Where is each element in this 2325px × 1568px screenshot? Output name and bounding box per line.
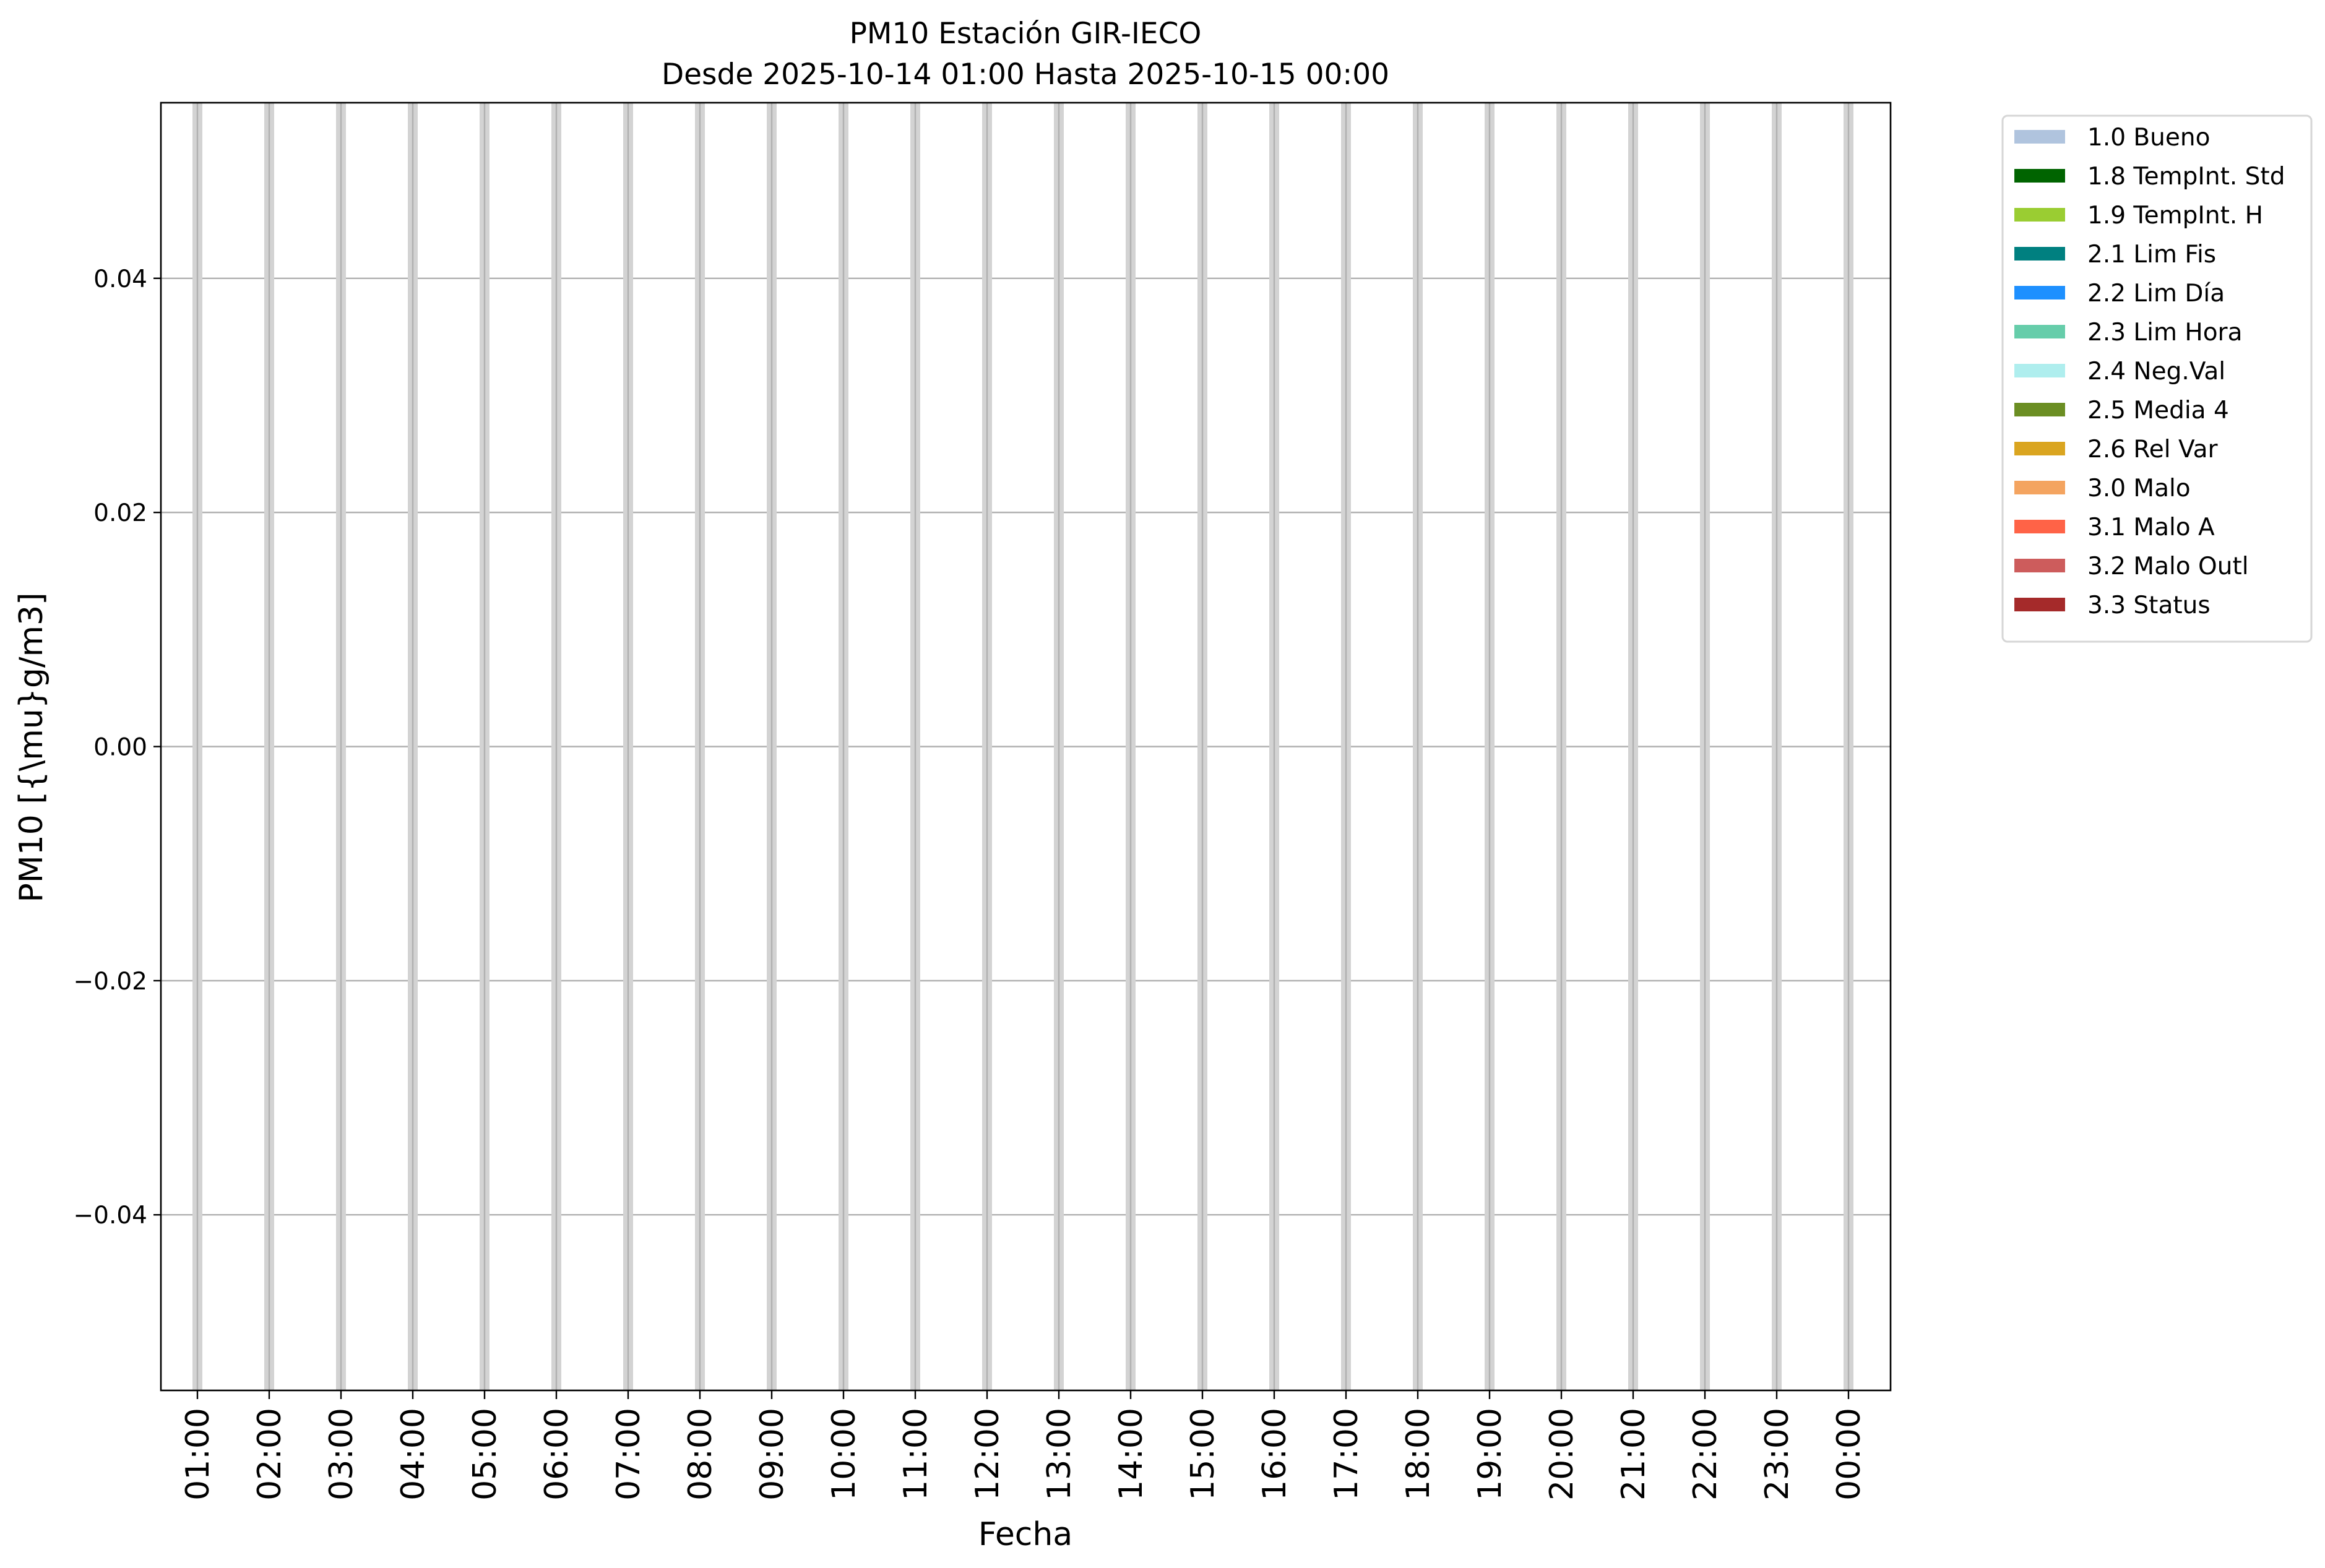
x-tick-label: 15:00 — [1184, 1408, 1222, 1501]
x-axis-label: Fecha — [978, 1516, 1072, 1553]
x-tick-label: 06:00 — [538, 1408, 576, 1501]
x-tick-label: 17:00 — [1328, 1408, 1365, 1501]
legend-label: 2.5 Media 4 — [2087, 397, 2229, 424]
x-tick-label: 10:00 — [826, 1408, 863, 1501]
y-tick-label: 0.02 — [93, 499, 147, 527]
chart-subtitle: Desde 2025-10-14 01:00 Hasta 2025-10-15 … — [662, 58, 1389, 92]
legend-swatch — [2014, 559, 2065, 572]
legend-label: 1.9 TempInt. H — [2087, 202, 2263, 230]
x-tick-label: 19:00 — [1472, 1408, 1509, 1501]
legend-swatch — [2014, 403, 2065, 416]
legend-swatch — [2014, 364, 2065, 377]
x-tick-label: 01:00 — [179, 1408, 217, 1501]
legend-label: 2.1 Lim Fis — [2087, 241, 2216, 269]
legend-swatch — [2014, 598, 2065, 611]
x-tick-label: 09:00 — [754, 1408, 791, 1501]
legend-box — [2001, 114, 2313, 643]
x-tick-label: 04:00 — [395, 1408, 432, 1501]
legend-label: 2.4 Neg.Val — [2087, 358, 2225, 386]
legend-label: 3.2 Malo Outl — [2087, 553, 2249, 580]
x-tick-label: 20:00 — [1543, 1408, 1581, 1501]
x-tick-label: 05:00 — [467, 1408, 504, 1501]
legend-swatch — [2014, 286, 2065, 299]
x-tick-label: 12:00 — [969, 1408, 1006, 1501]
x-tick-label: 14:00 — [1113, 1408, 1150, 1501]
legend-swatch — [2014, 520, 2065, 533]
y-axis-label: PM10 [{\mu}g/m3] — [13, 592, 50, 902]
plot-area: 0.04 0.02 0.00 −0.02 −0.04 01:00 02:00 03:00 04:… — [73, 101, 1892, 1501]
y-tick-label: 0.00 — [93, 734, 147, 762]
x-tick-label: 18:00 — [1400, 1408, 1437, 1501]
y-tick-label: −0.02 — [73, 968, 147, 996]
y-tick-label: −0.04 — [73, 1202, 147, 1230]
legend-swatch — [2014, 247, 2065, 261]
legend-label: 1.8 TempInt. Std — [2087, 163, 2285, 191]
legend-label: 2.2 Lim Día — [2087, 280, 2225, 308]
x-tick-label: 22:00 — [1687, 1408, 1724, 1501]
x-tick-label: 08:00 — [682, 1408, 719, 1501]
legend-label: 1.0 Bueno — [2087, 124, 2210, 152]
legend-swatch — [2014, 481, 2065, 494]
legend-label: 3.0 Malo — [2087, 475, 2191, 502]
x-tick-label: 23:00 — [1759, 1408, 1796, 1501]
legend-label: 2.6 Rel Var — [2087, 436, 2219, 463]
legend-swatch — [2014, 130, 2065, 144]
x-tick-label: 02:00 — [251, 1408, 288, 1501]
legend-swatch — [2014, 442, 2065, 455]
legend-label: 3.3 Status — [2087, 592, 2211, 619]
x-tick-label: 11:00 — [897, 1408, 934, 1501]
x-tick-label: 21:00 — [1615, 1408, 1652, 1501]
x-tick-label: 13:00 — [1041, 1408, 1078, 1501]
x-tick-label: 03:00 — [323, 1408, 360, 1501]
legend-swatch — [2014, 325, 2065, 338]
legend-swatch — [2014, 208, 2065, 222]
legend-label: 3.1 Malo A — [2087, 514, 2215, 541]
x-tick-label: 00:00 — [1831, 1408, 1868, 1501]
legend-swatch — [2014, 169, 2065, 183]
legend: 1.0 Bueno 1.8 TempInt. Std 1.9 TempInt. H 2… — [2001, 114, 2313, 643]
y-tick-label: 0.04 — [93, 265, 147, 293]
x-tick-label: 07:00 — [610, 1408, 647, 1501]
chart-title: PM10 Estación GIR-IECO — [850, 17, 1202, 51]
legend-label: 2.3 Lim Hora — [2087, 319, 2243, 347]
axes-frame — [160, 101, 1892, 1392]
x-tick-label: 16:00 — [1256, 1408, 1293, 1501]
